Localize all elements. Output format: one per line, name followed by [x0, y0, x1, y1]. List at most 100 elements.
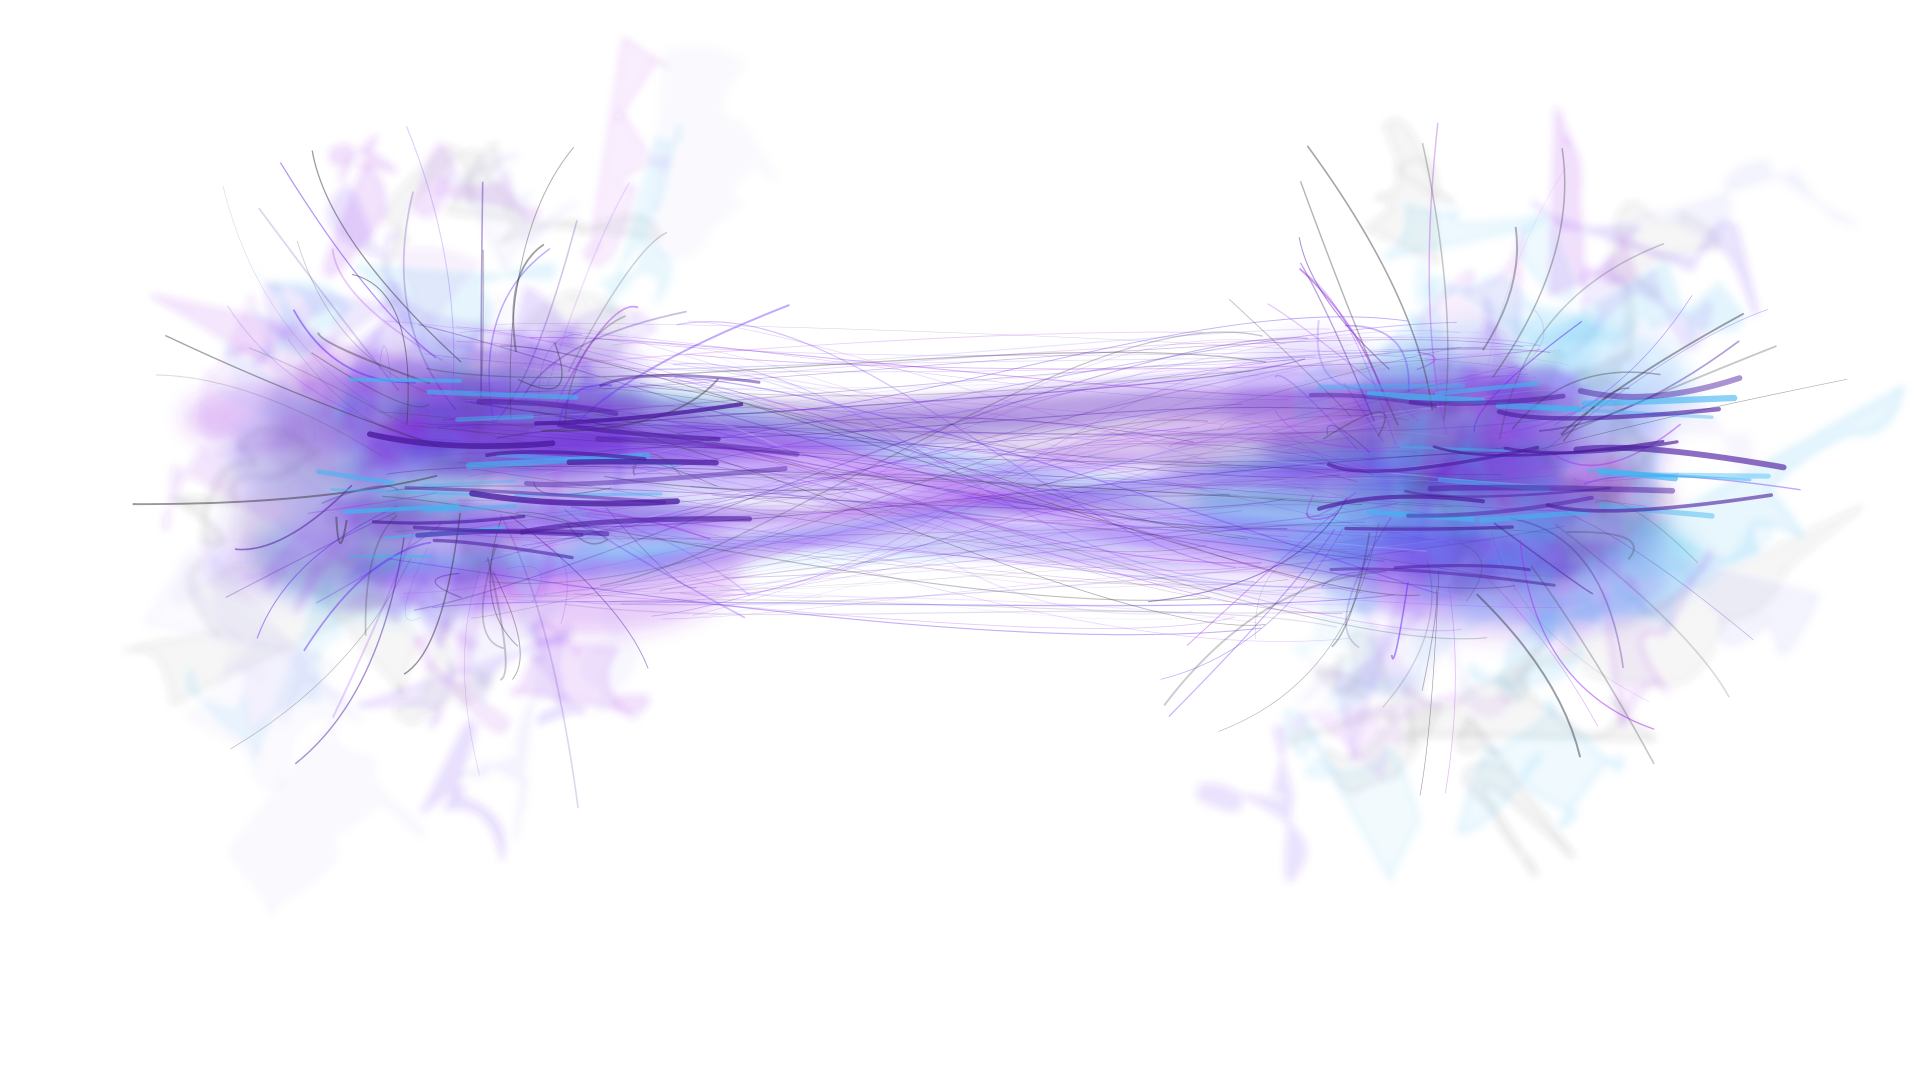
tendril — [1491, 530, 1650, 703]
core-stroke — [367, 431, 556, 450]
fiber-strand — [414, 337, 1309, 611]
fiber-strand — [620, 525, 1566, 606]
fiber-strand — [677, 417, 1194, 443]
fiber-strand — [389, 558, 1262, 636]
core-stroke — [1406, 495, 1594, 518]
fiber-strand — [574, 593, 1235, 629]
tendril — [567, 231, 668, 372]
tendril — [1511, 371, 1661, 430]
fiber-strand — [464, 401, 1502, 475]
highlight-streak — [342, 503, 460, 514]
tendril — [1160, 528, 1344, 680]
tendril — [222, 185, 419, 431]
highlight-streak — [1437, 477, 1551, 492]
tendril — [573, 304, 790, 427]
tendril — [165, 334, 438, 447]
tendril — [1560, 345, 1777, 437]
fiber-strand — [706, 524, 1317, 555]
fiber-strand — [413, 422, 1568, 512]
fiber-strand — [719, 412, 1255, 591]
tendril — [1549, 423, 1682, 467]
tendril — [234, 484, 353, 551]
tendril — [1306, 145, 1434, 411]
tendril — [351, 273, 409, 425]
membrane-shape — [293, 495, 422, 697]
tendril — [1560, 312, 1745, 436]
tendril — [1305, 512, 1338, 521]
fiber-strand — [575, 332, 1437, 631]
highlight-streak — [1366, 391, 1486, 405]
highlight-streak — [422, 504, 518, 514]
fiber-strand — [685, 331, 1482, 561]
tendril — [1492, 147, 1566, 378]
highlight-streak — [316, 469, 395, 486]
fiber-strand — [704, 445, 1262, 564]
highlight-streak — [1399, 445, 1519, 453]
fiber-strand — [460, 341, 1321, 595]
tendril — [317, 332, 431, 385]
fiber-strand — [676, 321, 1237, 569]
tendril — [1148, 497, 1348, 603]
fill-layer — [123, 37, 1904, 914]
core-stroke — [1496, 406, 1721, 421]
tendril — [1509, 517, 1625, 668]
tendril — [564, 508, 746, 619]
membrane-shape — [1296, 555, 1474, 718]
fiber-strand — [620, 549, 1415, 590]
core-stroke — [1545, 493, 1773, 513]
highlight-streak — [1479, 509, 1590, 523]
fiber-strand — [384, 320, 1458, 475]
fiber-strand — [530, 385, 1263, 468]
fiber-strand — [636, 415, 1319, 443]
tendril — [1519, 539, 1655, 730]
tendril — [332, 532, 415, 718]
fiber-strand — [702, 412, 1243, 562]
fiber-strand — [528, 460, 1554, 486]
fiber-strand — [523, 366, 1565, 488]
fiber-strand — [711, 346, 1461, 499]
fiber-strand — [578, 425, 1565, 577]
fiber-strand — [471, 415, 1410, 619]
core-stroke — [1344, 525, 1514, 531]
tendril — [132, 474, 438, 506]
fiber-strand — [560, 485, 1400, 592]
fiber-strand — [725, 349, 1244, 539]
tendril — [1344, 324, 1410, 393]
tendril — [510, 515, 649, 669]
tendril — [1554, 295, 1693, 425]
core-stroke — [1393, 564, 1531, 572]
fiber-strand — [506, 441, 1258, 596]
tendril — [541, 378, 720, 433]
tendril — [522, 310, 687, 398]
fiber-strand — [582, 466, 1284, 605]
fiber-strand — [403, 336, 1541, 418]
fiber-strand — [680, 356, 1316, 597]
fiber-strand — [500, 345, 1420, 596]
fiber-strand — [423, 352, 1392, 373]
tendril — [517, 342, 563, 390]
fiber-strand — [478, 382, 1223, 425]
membrane-shape — [1558, 519, 1820, 655]
membrane-shape — [413, 536, 513, 732]
membrane-shape — [387, 570, 512, 650]
fiber-strand — [545, 329, 1461, 548]
tendril — [632, 452, 682, 476]
tendril — [1530, 565, 1655, 765]
tendril — [1086, 443, 1374, 476]
tendril — [1343, 382, 1384, 443]
core-stroke — [523, 466, 788, 487]
tendril — [499, 514, 579, 808]
bridge-band — [347, 432, 1586, 572]
membrane-shape — [509, 291, 630, 367]
membrane-shape — [381, 146, 484, 273]
fiber-strand — [411, 425, 1511, 463]
fiber-strand — [618, 375, 1195, 526]
fiber-strand — [672, 362, 1255, 583]
membrane-shape — [1416, 228, 1523, 493]
fiber-strand — [558, 451, 1554, 528]
fiber-strand — [723, 521, 1365, 578]
core-stroke — [1573, 444, 1787, 471]
core-stroke — [1404, 486, 1612, 498]
highlight-streak — [422, 479, 516, 488]
fiber-strand — [732, 373, 1529, 549]
